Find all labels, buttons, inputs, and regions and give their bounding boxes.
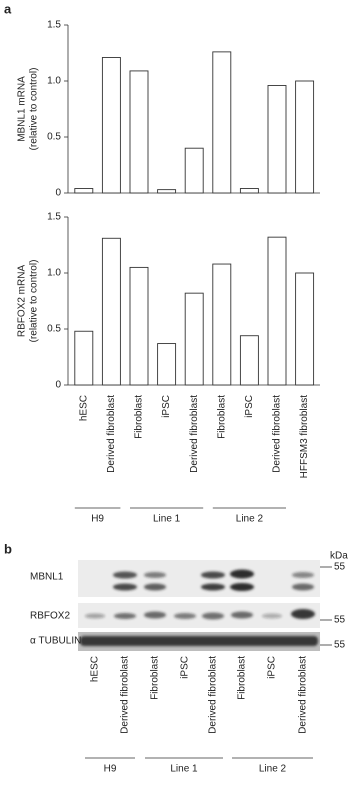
bar <box>74 188 94 194</box>
bar <box>239 335 259 386</box>
y-tick-label: 1.0 <box>47 268 61 279</box>
x-tick-label: iPSC <box>161 395 172 418</box>
group-label: Line 2 <box>259 764 287 775</box>
panel-label: b <box>4 541 12 556</box>
bar <box>74 330 94 386</box>
x-tick-label: hESC <box>78 395 89 421</box>
lane-label: iPSC <box>267 656 278 679</box>
row-label: MBNL1 <box>30 572 64 583</box>
panel-label: a <box>4 1 12 16</box>
y-axis-title: (relative to control) <box>29 68 40 151</box>
lane-label: Derived fibroblast <box>298 656 309 734</box>
lane-label: iPSC <box>180 656 191 679</box>
x-tick-label: Derived fibroblast <box>189 395 200 473</box>
x-tick-label: iPSC <box>244 395 255 418</box>
bar <box>267 236 287 386</box>
blot-strip <box>78 560 320 597</box>
marker-label: 55 <box>334 615 346 626</box>
lane-label: Derived fibroblast <box>120 656 131 734</box>
bar <box>212 263 232 386</box>
x-tick-label: HFFSM3 fibroblast <box>299 395 310 479</box>
lane-label: Fibroblast <box>150 656 161 700</box>
group-label: Line 2 <box>236 514 264 525</box>
y-tick-label: 0.5 <box>47 324 61 335</box>
bar <box>157 343 177 386</box>
y-axis-title: (relative to control) <box>29 260 40 343</box>
x-tick-label: Fibroblast <box>134 395 145 439</box>
y-tick-label: 0.5 <box>47 132 61 143</box>
y-tick-label: 0 <box>55 188 61 199</box>
bar <box>184 292 204 386</box>
bar <box>295 272 315 386</box>
group-label: Line 1 <box>153 514 181 525</box>
y-axis-title: MBNL1 mRNA <box>17 76 28 142</box>
y-tick-label: 0 <box>55 380 61 391</box>
bar <box>184 147 204 194</box>
row-label: α TUBULIN <box>30 636 81 647</box>
bar <box>101 237 121 386</box>
marker-label: 55 <box>334 562 346 573</box>
y-tick-label: 1.0 <box>47 76 61 87</box>
marker-label: 55 <box>334 640 346 651</box>
group-label: Line 1 <box>170 764 198 775</box>
group-label: H9 <box>91 514 104 525</box>
bar <box>129 70 149 194</box>
x-tick-label: Derived fibroblast <box>106 395 117 473</box>
y-tick-label: 1.5 <box>47 20 61 31</box>
bar <box>129 266 149 386</box>
lane-label: hESC <box>90 656 101 682</box>
row-label: RBFOX2 <box>30 611 70 622</box>
lane-label: Fibroblast <box>237 656 248 700</box>
y-axis-title: RBFOX2 mRNA <box>17 265 28 338</box>
bar <box>212 51 232 194</box>
unit-label: kDa <box>330 551 348 562</box>
blot-image <box>78 560 320 651</box>
y-tick-label: 1.5 <box>47 212 61 223</box>
bar <box>101 57 121 194</box>
x-tick-label: Fibroblast <box>216 395 227 439</box>
x-tick-label: Derived fibroblast <box>272 395 283 473</box>
group-label: H9 <box>104 764 117 775</box>
bar <box>157 189 177 194</box>
lane-label: Derived fibroblast <box>208 656 219 734</box>
bar <box>239 188 259 194</box>
bar <box>267 85 287 194</box>
bar <box>295 80 315 194</box>
